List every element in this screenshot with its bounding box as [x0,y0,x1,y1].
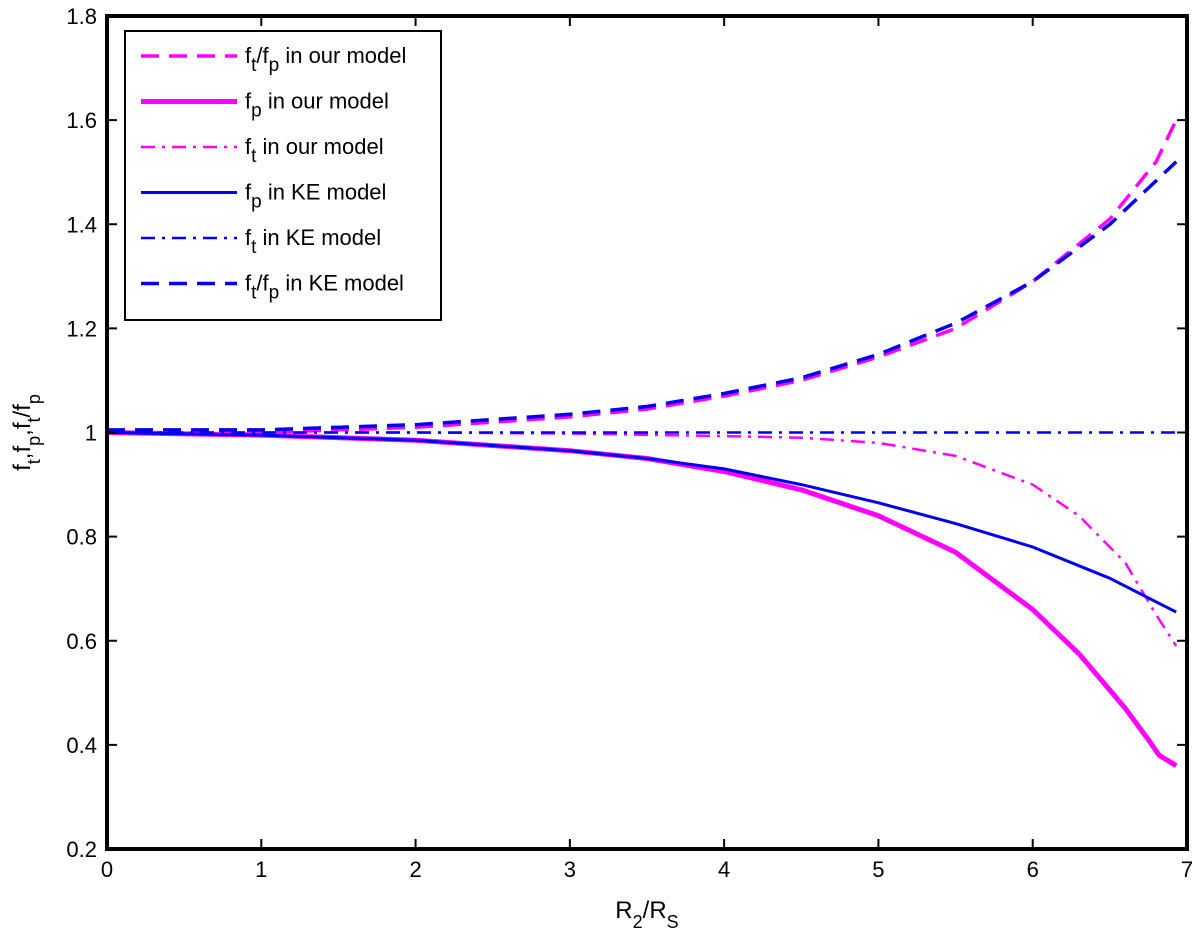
series-line-1 [107,119,1178,435]
x-tick-label: 5 [872,857,884,882]
legend-label: ft in KE model [245,225,381,258]
x-tick-label: 6 [1027,857,1039,882]
legend-label: fp in KE model [245,180,386,213]
legend-label: fp in our model [245,89,389,122]
series-layer [107,119,1178,768]
y-tick-label: 0.6 [66,629,97,654]
axes-layer: 0 1 2 3 4 5 6 7 0.2 0.4 0.6 0.8 1 1.2 1.4 1.6 1.8 [66,4,1193,882]
legend: ft/fp in our model fp in our model ft in o… [124,30,442,321]
series-line-6 [107,160,1178,432]
y-tick-label: 0.4 [66,733,97,758]
x-tick-label: 2 [409,857,421,882]
x-tick-label: 4 [718,857,730,882]
y-tick-label: 1.4 [66,212,97,237]
x-tick-label: 3 [564,857,576,882]
y-tick-label: 1.2 [66,316,97,341]
x-tick-label: 7 [1181,857,1193,882]
y-axis-label: ft,fp,ft/fp [9,394,44,471]
x-axis-label: R2/RS [615,897,678,932]
legend-box [124,30,442,321]
legend-label: ft in our model [245,134,384,167]
x-tick-label: 1 [255,857,267,882]
y-tick-label: 1.6 [66,108,97,133]
series-line-4 [107,431,1177,614]
legend-label: ft/fp in our model [245,43,406,76]
legend-label: ft/fp in KE model [245,271,404,304]
x-tick-label: 0 [101,857,113,882]
y-tick-label: 1 [85,421,97,446]
y-tick-label: 0.8 [66,525,97,550]
y-tick-label: 0.2 [66,837,97,862]
y-tick-label: 1.8 [66,4,97,29]
